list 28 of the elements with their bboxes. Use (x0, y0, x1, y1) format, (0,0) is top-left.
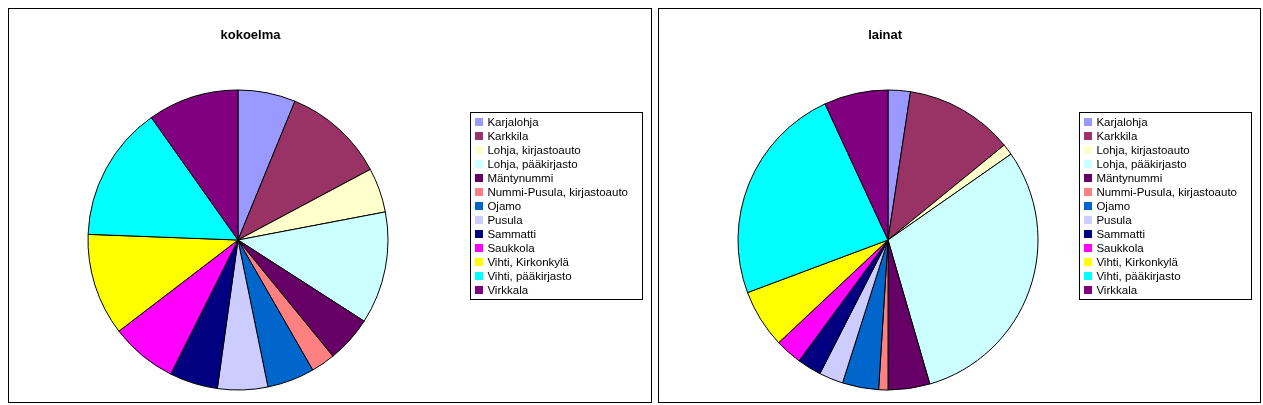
legend-label: Mäntynummi (487, 171, 554, 184)
legend-label: Ojamo (1096, 199, 1131, 212)
legend-label: Ojamo (487, 199, 522, 212)
legend-label: Virkkala (487, 283, 529, 296)
legend-label: Karkkila (487, 129, 529, 142)
legend-label: Vihti, pääkirjasto (487, 269, 572, 282)
legend-label: Saukkola (487, 241, 535, 254)
legend-label: Vihti, pääkirjasto (1096, 269, 1181, 282)
legend-label: Nummi-Pusula, kirjastoauto (487, 185, 628, 198)
legend-label: Karjalohja (487, 115, 539, 128)
legend-label: Sammatti (1096, 227, 1145, 240)
legend-label: Mäntynummi (1096, 171, 1163, 184)
legend-label: Saukkola (1096, 241, 1144, 254)
chart-title: kokoelma (219, 27, 282, 42)
legend-label: Lohja, kirjastoauto (487, 143, 581, 156)
legend-label: Lohja, pääkirjasto (487, 157, 578, 170)
legend-label: Pusula (1096, 213, 1132, 226)
legend-label: Sammatti (487, 227, 536, 240)
legend-label: Pusula (487, 213, 523, 226)
legend-label: Karkkila (1096, 129, 1138, 142)
legend-label: Nummi-Pusula, kirjastoauto (1096, 185, 1237, 198)
legend-label: Karjalohja (1096, 115, 1148, 128)
legend-label: Virkkala (1096, 283, 1138, 296)
legend-label: Lohja, kirjastoauto (1096, 143, 1190, 156)
chart-title: lainat (867, 27, 904, 42)
legend-label: Lohja, pääkirjasto (1096, 157, 1187, 170)
legend-label: Vihti, Kirkonkylä (1096, 255, 1178, 268)
legend-label: Vihti, Kirkonkylä (487, 255, 569, 268)
